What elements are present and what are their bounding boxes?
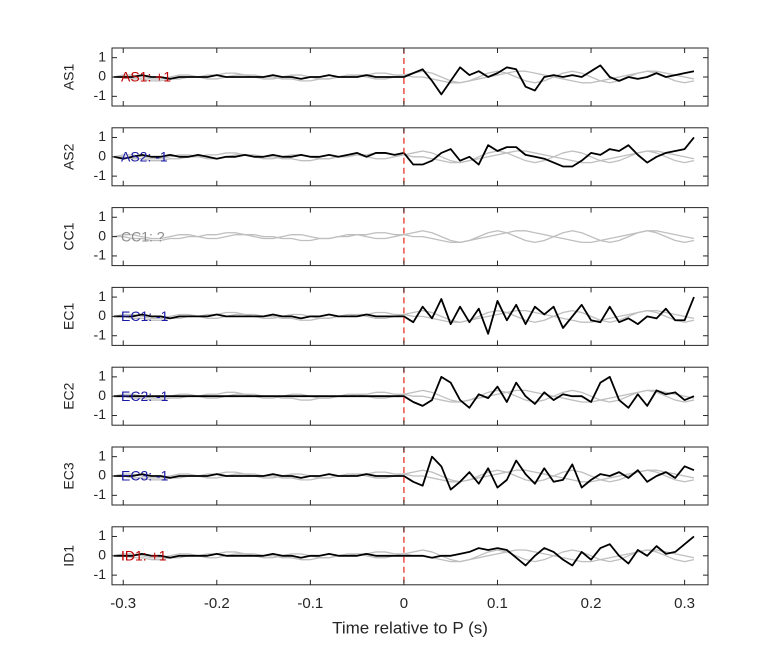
- y-axis-label: ID1: [61, 545, 77, 567]
- y-tick-label: 1: [98, 527, 106, 543]
- y-tick-label: -1: [94, 406, 107, 422]
- trace-line: [113, 469, 695, 483]
- trace-line: [113, 549, 695, 563]
- y-tick-label: 0: [98, 547, 106, 563]
- trace-line: [113, 70, 695, 84]
- trace-annotation: EC2: -1: [121, 388, 169, 404]
- y-tick-label: 1: [98, 128, 106, 144]
- x-tick-label: 0.3: [674, 595, 695, 612]
- x-tick-label: 0: [400, 595, 408, 612]
- trace-line: [113, 455, 695, 491]
- x-axis-label: Time relative to P (s): [332, 618, 488, 637]
- x-tick-label: -0.2: [204, 595, 230, 612]
- trace-line: [113, 230, 695, 244]
- trace-line: [113, 389, 695, 403]
- x-tick-label: 0.2: [581, 595, 602, 612]
- y-tick-label: 0: [98, 467, 106, 483]
- y-tick-label: -1: [94, 566, 107, 582]
- y-tick-label: 1: [98, 288, 106, 304]
- axes-box: [112, 207, 708, 266]
- trace-line: [113, 296, 695, 335]
- trace-line: [113, 150, 695, 164]
- y-tick-label: -1: [94, 167, 107, 183]
- trace-line: [113, 64, 695, 96]
- trace-line: [113, 535, 695, 567]
- y-axis-label: EC2: [61, 382, 77, 409]
- y-tick-label: -1: [94, 326, 107, 342]
- y-tick-label: -1: [94, 486, 107, 502]
- trace-annotation: AS1: +1: [121, 69, 171, 85]
- y-tick-label: 1: [98, 48, 106, 64]
- trace-line: [113, 375, 695, 409]
- y-tick-label: 0: [98, 148, 106, 164]
- y-tick-label: 1: [98, 447, 106, 463]
- y-tick-label: 0: [98, 68, 106, 84]
- y-tick-label: 0: [98, 307, 106, 323]
- y-axis-label: AS2: [61, 143, 77, 170]
- y-axis-label: EC3: [61, 462, 77, 489]
- y-axis-label: CC1: [61, 222, 77, 250]
- y-axis-label: AS1: [61, 64, 77, 91]
- y-tick-label: -1: [94, 87, 107, 103]
- trace-annotation: CC1: ?: [121, 228, 165, 244]
- trace-annotation: EC1: -1: [121, 308, 169, 324]
- trace-annotation: AS2: -1: [121, 149, 168, 165]
- x-tick-label: 0.1: [487, 595, 508, 612]
- x-tick-label: -0.3: [110, 595, 136, 612]
- y-axis-label: EC1: [61, 303, 77, 330]
- trace-annotation: EC3: -1: [121, 468, 169, 484]
- y-tick-label: 0: [98, 227, 106, 243]
- y-tick-label: 1: [98, 208, 106, 224]
- y-tick-label: 1: [98, 368, 106, 384]
- trace-annotation: ID1: +1: [121, 548, 167, 564]
- y-tick-label: 0: [98, 387, 106, 403]
- y-tick-label: -1: [94, 247, 107, 263]
- x-tick-label: -0.1: [297, 595, 323, 612]
